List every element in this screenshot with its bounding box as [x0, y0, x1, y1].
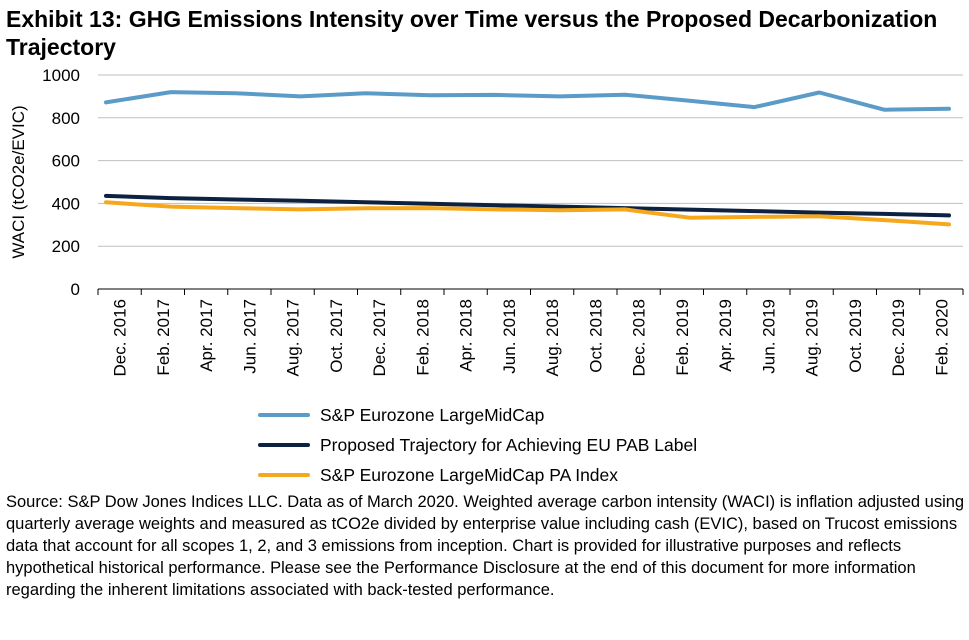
- x-tick-label: Oct. 2019: [846, 299, 865, 373]
- x-tick-label: Feb. 2019: [673, 299, 692, 376]
- legend-label-trajectory: Proposed Trajectory for Achieving EU PAB…: [320, 434, 698, 455]
- y-tick-label: 0: [71, 280, 80, 299]
- series-lines: [104, 90, 951, 227]
- x-tick-label: Oct. 2018: [586, 299, 605, 373]
- x-tick-label: Aug. 2018: [543, 299, 562, 377]
- x-tick-label: Feb. 2020: [932, 299, 951, 376]
- x-tick-label: Apr. 2018: [457, 299, 476, 372]
- series-line-2: [104, 193, 951, 218]
- chart-title: Exhibit 13: GHG Emissions Intensity over…: [6, 6, 938, 60]
- x-tick-label: Oct. 2017: [327, 299, 346, 373]
- x-tick-label: Dec. 2019: [889, 299, 908, 377]
- source-note: Source: S&P Dow Jones Indices LLC. Data …: [6, 493, 965, 599]
- x-tick-label: Aug. 2017: [284, 299, 303, 377]
- x-tick-label: Dec. 2017: [370, 299, 389, 377]
- legend-swatch-eurozone: [258, 413, 310, 417]
- x-tick-label: Jun. 2018: [500, 299, 519, 374]
- x-tick-label: Apr. 2017: [197, 299, 216, 372]
- series-line-1: [104, 90, 951, 112]
- x-tick-label: Apr. 2019: [716, 299, 735, 372]
- y-axis-label: WACI (tCO2e/EVIC): [9, 105, 28, 258]
- x-tick-label: Dec. 2018: [630, 299, 649, 377]
- y-tick-label: 800: [52, 109, 80, 128]
- y-tick-label: 200: [52, 237, 80, 256]
- x-tick-label: Feb. 2018: [413, 299, 432, 376]
- legend: S&P Eurozone LargeMidCap Proposed Trajec…: [258, 400, 697, 490]
- x-tick-label: Jun. 2019: [759, 299, 778, 374]
- x-tick-label: Jun. 2017: [240, 299, 259, 374]
- y-tick-label: 1000: [42, 66, 80, 85]
- legend-item-trajectory: Proposed Trajectory for Achieving EU PAB…: [258, 430, 697, 460]
- axes: [97, 288, 964, 295]
- legend-label-eurozone: S&P Eurozone LargeMidCap: [320, 404, 545, 425]
- tick-labels: 0 200 400 600 800 1000 Dec. 2016 Feb. 2017 Apr. …: [42, 66, 951, 377]
- legend-item-pa-index: S&P Eurozone LargeMidCap PA Index: [258, 460, 697, 490]
- x-tick-label: Aug. 2019: [803, 299, 822, 377]
- series-line-3: [104, 200, 951, 227]
- legend-swatch-pa-index: [258, 473, 310, 477]
- legend-label-pa-index: S&P Eurozone LargeMidCap PA Index: [320, 464, 619, 485]
- legend-swatch-trajectory: [258, 443, 310, 447]
- x-tick-label: Feb. 2017: [154, 299, 173, 376]
- grid-lines: [98, 74, 963, 247]
- x-tick-label: Dec. 2016: [111, 299, 130, 377]
- y-tick-label: 600: [52, 152, 80, 171]
- y-tick-label: 400: [52, 194, 80, 213]
- legend-item-eurozone: S&P Eurozone LargeMidCap: [258, 400, 697, 430]
- line-chart: 0 200 400 600 800 1000 Dec. 2016 Feb. 2017 Apr. …: [9, 66, 964, 377]
